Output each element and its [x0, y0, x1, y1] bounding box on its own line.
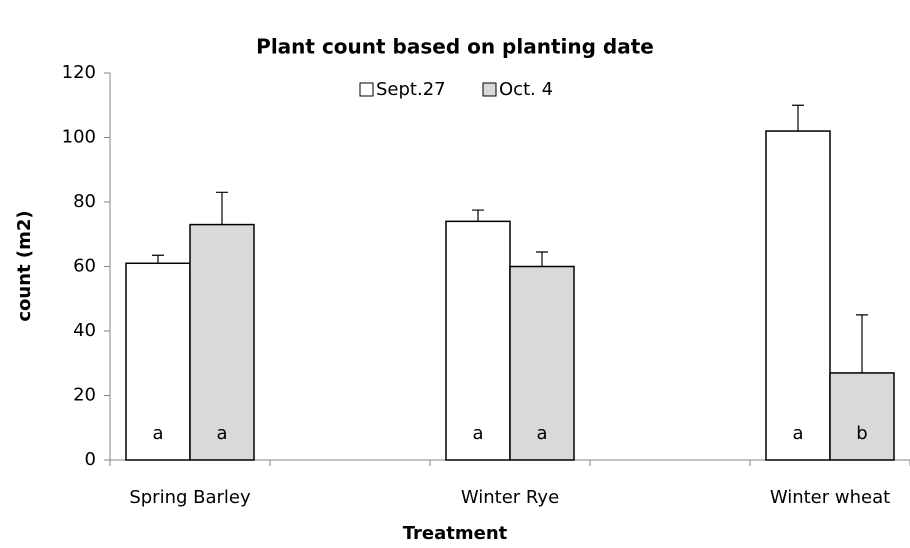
- error-bar: [472, 209, 484, 222]
- y-tick-label: 0: [85, 449, 96, 470]
- error-bar: [216, 191, 228, 225]
- y-tick-label: 120: [62, 62, 96, 83]
- x-tick-label: Spring Barley: [129, 487, 251, 508]
- error-bar: [856, 314, 868, 373]
- bar: [189, 223, 255, 461]
- legend-swatch: [482, 82, 497, 97]
- y-tick-label: 40: [73, 320, 96, 341]
- legend-swatch: [359, 82, 374, 97]
- y-tick-label: 60: [73, 256, 96, 277]
- chart-title: Plant count based on planting date: [256, 35, 654, 59]
- y-axis-title: count (m2): [14, 210, 35, 321]
- error-bar: [536, 251, 548, 267]
- significance-letter: b: [856, 423, 867, 444]
- bar: [829, 372, 895, 461]
- significance-letter: a: [152, 423, 163, 444]
- error-bar: [792, 104, 804, 132]
- x-tick-label: Winter Rye: [461, 487, 559, 508]
- significance-letter: a: [792, 423, 803, 444]
- significance-letter: a: [216, 423, 227, 444]
- legend-label: Sept.27: [376, 79, 446, 100]
- significance-letter: a: [472, 423, 483, 444]
- error-bar: [152, 254, 164, 264]
- y-tick-label: 20: [73, 385, 96, 406]
- y-tick-label: 80: [73, 191, 96, 212]
- y-tick-label: 100: [62, 127, 96, 148]
- bar: [765, 130, 831, 461]
- legend-label: Oct. 4: [499, 79, 553, 100]
- x-axis-title: Treatment: [403, 523, 508, 544]
- significance-letter: a: [536, 423, 547, 444]
- x-tick-label: Winter wheat: [770, 487, 890, 508]
- bar: [509, 265, 575, 461]
